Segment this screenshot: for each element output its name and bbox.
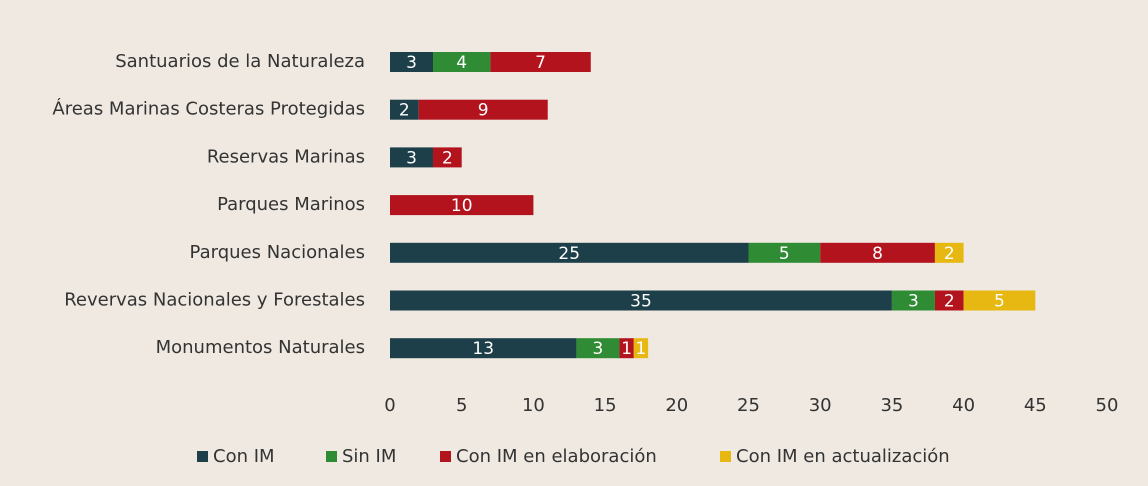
value-label: 1 [636,339,647,359]
legend-swatch [197,451,208,462]
x-tick-label: 25 [737,395,760,416]
bar-segment [633,338,649,359]
value-label: 2 [399,101,410,121]
bar-segment [619,338,634,359]
bar-segment [390,52,434,72]
value-label: 10 [451,196,473,216]
y-tick-label: Monumentos Naturales [156,337,365,358]
value-label: 13 [472,339,494,359]
bar-segment [934,242,964,263]
bar-segment [418,99,548,120]
y-tick-label: Reservas Marinas [207,146,365,167]
bar-segment [891,290,935,311]
value-label: 35 [630,292,652,312]
bar-segment [820,242,935,263]
x-tick-label: 35 [880,395,903,416]
value-label: 2 [944,244,955,264]
x-tick-label: 5 [456,395,467,416]
bar-segment [390,242,749,263]
value-label: 4 [456,53,467,73]
legend-swatch [326,451,337,462]
value-label: 25 [558,244,580,264]
x-tick-label: 30 [809,395,832,416]
value-label: 7 [535,53,546,73]
y-tick-label: Parques Nacionales [190,242,365,263]
y-tick-label: Áreas Marinas Costeras Protegidas [52,98,365,120]
y-tick-label: Revervas Nacionales y Forestales [64,290,365,311]
bar-segment [433,147,462,168]
bar-segment [433,52,491,72]
y-tick-label: Parques Marinos [217,194,365,215]
value-label: 5 [994,292,1005,312]
x-tick-label: 0 [384,395,395,416]
legend-label: Con IM [213,446,275,467]
value-label: 3 [908,292,919,312]
legend-label: Sin IM [342,446,396,467]
bar-segment [390,99,419,120]
value-label: 1 [621,339,632,359]
bar-segment [934,290,964,311]
legend-label: Con IM en elaboración [456,446,657,467]
value-label: 3 [406,53,417,73]
legend-swatch [720,451,731,462]
y-tick-label: Santuarios de la Naturaleza [115,51,365,72]
value-label: 5 [779,244,790,264]
x-tick-label: 15 [594,395,617,416]
value-label: 2 [944,292,955,312]
bar-segment [576,338,620,359]
x-tick-label: 50 [1096,395,1119,416]
x-tick-label: 10 [522,395,545,416]
value-label: 9 [478,101,489,121]
value-label: 2 [442,148,453,168]
bar-segment [390,195,534,216]
bar-segment [390,147,434,168]
x-tick-label: 40 [952,395,975,416]
value-label: 3 [406,148,417,168]
legend-label: Con IM en actualización [736,446,950,467]
bar-segment [490,52,591,72]
bar-segment [748,242,821,263]
x-tick-label: 45 [1024,395,1047,416]
bar-segment [390,290,892,311]
legend-swatch [440,451,451,462]
value-label: 3 [593,339,604,359]
value-label: 8 [872,244,883,264]
x-tick-label: 20 [665,395,688,416]
bar-segment [390,338,577,359]
bar-segment [963,290,1036,311]
